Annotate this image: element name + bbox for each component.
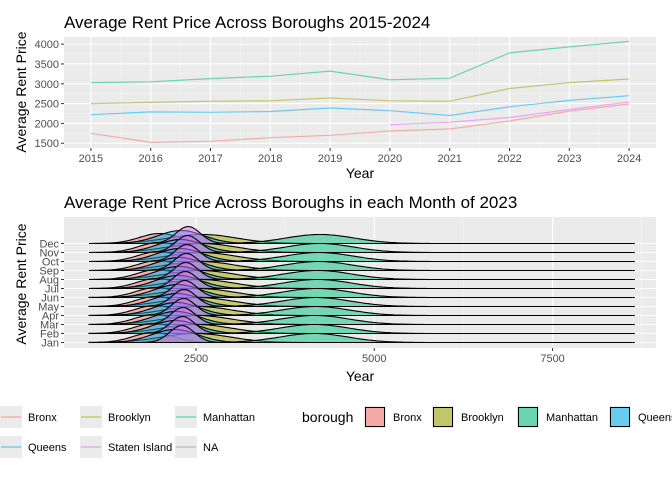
- legend-key-swatch: [518, 407, 538, 427]
- chart-1: Average Rent Price Across Boroughs 2015-…: [13, 13, 656, 181]
- line-legend: Bronx Brooklyn Manhattan Queens Staten Islan…: [0, 406, 255, 458]
- legend-label: NA: [203, 442, 219, 454]
- chart-2-x-axis-label: Year: [346, 368, 375, 384]
- chart-2-y-tick-label: Jul: [45, 284, 59, 296]
- chart-2: Average Rent Price Across Boroughs in ea…: [13, 193, 656, 384]
- chart-1-x-tick-label: 2020: [378, 153, 402, 165]
- chart-2-y-tick-label: Nov: [39, 248, 59, 260]
- chart-1-y-tick-label: 4000: [35, 39, 59, 51]
- chart-1-lines: [90, 40, 630, 144]
- legend-key-swatch: [433, 407, 453, 427]
- series-line-manhattan: [90, 40, 630, 84]
- legend-label: Queens: [28, 442, 67, 454]
- series-line-queens: [90, 95, 630, 117]
- legend-label: Brooklyn: [108, 412, 151, 424]
- chart-1-x-tick-label: 2024: [617, 153, 641, 165]
- ridge-dec-staten-island: [89, 225, 635, 245]
- chart-2-y-axis-label: Average Rent Price: [13, 223, 29, 344]
- chart-2-y-tick-label: Jan: [41, 338, 59, 350]
- chart-1-x-axis-label: Year: [346, 165, 375, 181]
- chart-2-y-tick-label: Sep: [39, 266, 59, 278]
- chart-1-y-tick-label: 2000: [35, 118, 59, 130]
- borough-legend-title: borough: [302, 409, 353, 425]
- chart-2-x-tick-label: 5000: [362, 353, 386, 365]
- chart-2-y-tick-label: Jun: [41, 293, 59, 305]
- ridge-oct-staten-island: [89, 244, 635, 263]
- chart-1-y-tick-label: 3000: [35, 79, 59, 91]
- legend-label: Bronx: [28, 412, 57, 424]
- chart-2-y-tick-label: Apr: [42, 311, 59, 323]
- series-line-brooklyn: [90, 78, 630, 105]
- chart-2-y-tick-label: Oct: [42, 257, 59, 269]
- chart-2-y-tick-label: Dec: [39, 239, 59, 251]
- chart-2-y-tick-label: Aug: [39, 275, 59, 287]
- chart-2-x-tick-label: 2500: [184, 353, 208, 365]
- legend-label: Queens: [638, 412, 672, 424]
- ridge-nov-staten-island: [89, 235, 635, 254]
- ridge-aug-staten-island: [89, 261, 635, 281]
- chart-1-y-tick-label: 2500: [35, 99, 59, 111]
- legend-label: Manhattan: [203, 412, 255, 424]
- chart-1-y-tick-label: 1500: [35, 138, 59, 150]
- chart-1-x-tick-label: 2019: [318, 153, 342, 165]
- chart-2-title: Average Rent Price Across Boroughs in ea…: [64, 193, 517, 212]
- chart-2-y-tick-label: Mar: [40, 320, 59, 332]
- series-line-bronx: [90, 103, 630, 144]
- ridge-sep-staten-island: [89, 252, 635, 272]
- legend-key-swatch: [610, 407, 630, 427]
- legend-label: Brooklyn: [461, 412, 504, 424]
- ridge-jan-staten-island: [89, 325, 635, 344]
- chart-1-x-tick-label: 2018: [258, 153, 282, 165]
- chart-1-axes: 1500 2000 2500 3000 3500 4000 2015 2016 2017 2018…: [35, 39, 642, 165]
- chart-2-x-tick-label: 7500: [540, 353, 564, 365]
- chart-1-x-tick-label: 2017: [198, 153, 222, 165]
- chart-1-x-tick-label: 2016: [138, 153, 162, 165]
- legend-label: Manhattan: [546, 412, 598, 424]
- chart-2-ridges: [88, 225, 635, 344]
- chart-1-x-tick-label: 2021: [437, 153, 461, 165]
- chart-2-axes: 2500 5000 7500 JanFebMarAprMayJunJulAugSepO…: [38, 239, 565, 366]
- chart-1-y-axis-label: Average Rent Price: [13, 31, 29, 152]
- legend-label: Bronx: [393, 412, 422, 424]
- ridge-may-staten-island: [89, 289, 635, 308]
- chart-1-title: Average Rent Price Across Boroughs 2015-…: [64, 13, 430, 32]
- ridge-feb-staten-island: [89, 315, 635, 335]
- chart-1-x-tick-label: 2023: [557, 153, 581, 165]
- ridge-mar-staten-island: [89, 306, 635, 326]
- chart-1-x-tick-label: 2015: [79, 153, 103, 165]
- ridge-apr-staten-island: [89, 297, 635, 317]
- series-line-staten-island: [389, 101, 630, 126]
- ridge-jul-staten-island: [89, 270, 635, 290]
- ridge-jun-staten-island: [89, 280, 635, 299]
- chart-1-y-tick-label: 3500: [35, 59, 59, 71]
- chart-1-grid: [64, 37, 656, 148]
- borough-legend: borough Bronx Brooklyn Manhattan Queens: [302, 406, 672, 428]
- chart-2-y-tick-label: Feb: [40, 329, 59, 341]
- chart-2-y-tick-label: May: [38, 302, 59, 314]
- legend-label: Staten Island: [108, 442, 172, 454]
- legend-key-swatch: [365, 407, 385, 427]
- chart-1-x-tick-label: 2022: [497, 153, 521, 165]
